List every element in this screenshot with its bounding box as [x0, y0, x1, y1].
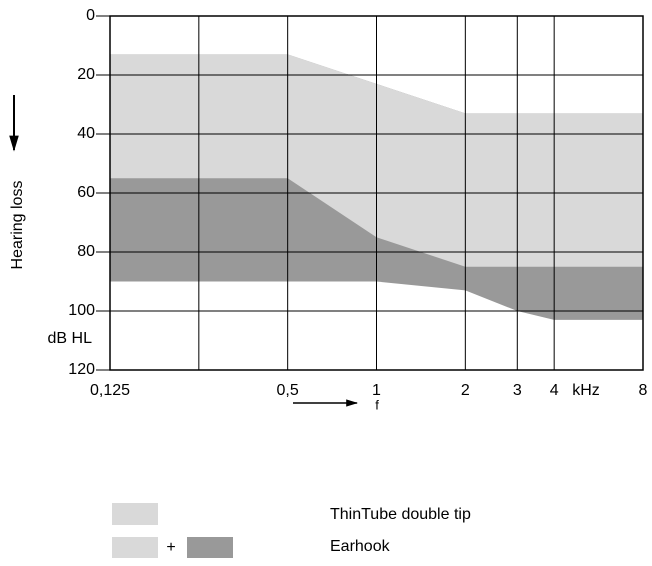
x-tick-label: 2 — [461, 382, 470, 399]
y-tick-label: 40 — [77, 125, 95, 142]
y-tick-label: 20 — [77, 66, 95, 83]
legend-swatch — [112, 537, 158, 558]
y-tick-label: 80 — [77, 243, 95, 260]
y-axis-label: Hearing loss — [9, 181, 26, 270]
legend-label: ThinTube double tip — [330, 506, 471, 523]
y-tick-label: 0 — [86, 7, 95, 24]
y-tick-label: 60 — [77, 184, 95, 201]
x-tick-label: 4 — [550, 382, 559, 399]
legend-swatch — [112, 503, 158, 525]
legend-joiner: + — [166, 539, 175, 556]
y-tick-label: 120 — [68, 361, 95, 378]
legend-label: Earhook — [330, 538, 391, 555]
x-unit: kHz — [572, 382, 600, 399]
y-unit: dB HL — [48, 330, 93, 347]
y-tick-label: 100 — [68, 302, 95, 319]
x-tick-label: 8 — [639, 382, 648, 399]
x-tick-label: 1 — [372, 382, 381, 399]
x-tick-label: 0,125 — [90, 382, 130, 399]
x-tick-label: 0,5 — [277, 382, 299, 399]
x-axis-label: f — [375, 397, 379, 412]
legend-swatch — [187, 537, 233, 558]
plot-frame — [109, 15, 644, 371]
x-tick-label: 3 — [513, 382, 522, 399]
